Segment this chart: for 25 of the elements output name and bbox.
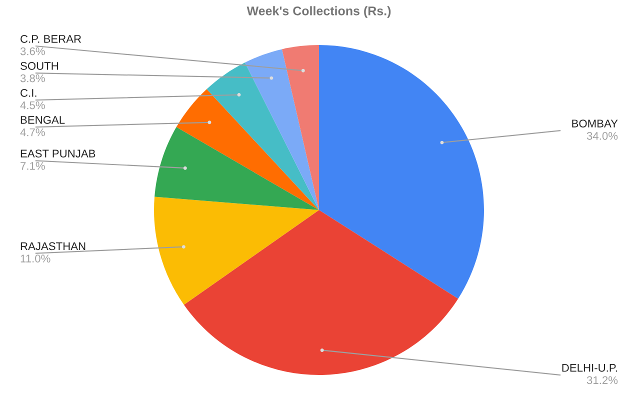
chart-title: Week's Collections (Rs.): [246, 6, 391, 18]
slice-label: DELHI-U.P.: [562, 364, 617, 372]
pie-slice: [176, 89, 319, 210]
pie-slice: [319, 45, 484, 299]
slice-label: C.I.: [20, 88, 36, 97]
slice-label: C.P. BERAR: [20, 34, 82, 43]
slice-label: BOMBAY: [572, 120, 618, 128]
pie-slice: [244, 49, 319, 210]
pie-slice: [154, 196, 319, 305]
pie-slice: [282, 45, 319, 210]
slice-label: SOUTH: [20, 62, 58, 70]
data-label: 11.0%: [20, 254, 50, 262]
pie-slice: [154, 127, 319, 210]
data-label: 4.5%: [20, 101, 45, 110]
data-label: 31.2%: [586, 376, 618, 384]
slice-label: BENGAL: [20, 116, 65, 124]
slice-label: RAJASTHAN: [20, 242, 86, 250]
data-label: 3.8%: [20, 74, 45, 82]
pie-slice: [206, 62, 319, 210]
slice-label: EAST PUNJAB: [20, 150, 96, 158]
data-label: 7.1%: [20, 162, 45, 170]
data-label: 34.0%: [586, 132, 618, 140]
pie-slice: [184, 210, 458, 375]
data-label: 3.6%: [20, 47, 45, 56]
data-label: 4.7%: [20, 128, 45, 136]
